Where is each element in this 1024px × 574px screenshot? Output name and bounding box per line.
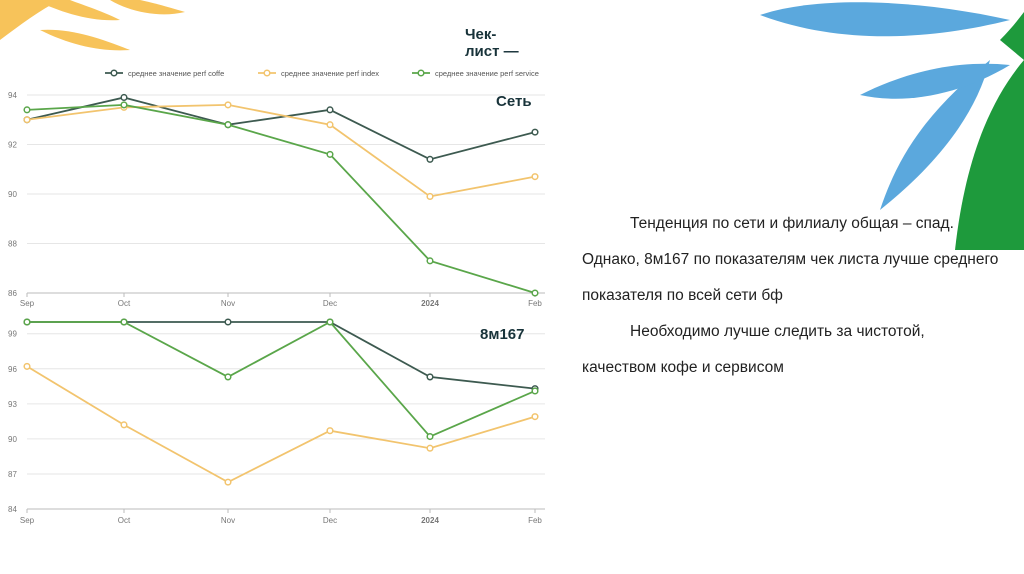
series-line-index xyxy=(26,365,536,484)
x-tick-label: Dec xyxy=(323,299,337,308)
x-tick-label: Oct xyxy=(118,299,131,308)
x-tick-label: Nov xyxy=(221,516,235,525)
legend-swatch-marker xyxy=(263,69,271,77)
data-point-service xyxy=(120,318,128,326)
x-tick-label: Dec xyxy=(323,516,337,525)
data-point-coffee xyxy=(326,106,334,114)
y-tick-label: 88 xyxy=(8,240,17,249)
blue-leaf-decoration xyxy=(760,2,1010,210)
legend-entry: среднее значение perf service xyxy=(435,69,539,78)
x-tick-label: Nov xyxy=(221,299,235,308)
series-line-service xyxy=(26,103,536,294)
data-point-index xyxy=(531,173,539,181)
data-point-index xyxy=(224,478,232,486)
y-tick-label: 92 xyxy=(8,141,17,150)
y-tick-label: 93 xyxy=(8,400,17,409)
data-point-index xyxy=(531,413,539,421)
x-tick-label: Oct xyxy=(118,516,131,525)
data-point-service xyxy=(224,121,232,129)
series-line-coffee xyxy=(27,321,536,390)
y-tick-label: 96 xyxy=(8,365,17,374)
series-line-coffee xyxy=(26,96,536,161)
chart-network: 86 88 90 92 94 Sep Oct Nov Dec 2024 Feb xyxy=(8,91,545,308)
data-point-index xyxy=(326,427,334,435)
data-point-service xyxy=(326,150,334,158)
y-tick-label: 99 xyxy=(8,330,17,339)
data-point-coffee xyxy=(224,318,232,326)
legend-entry: среднее значение perf index xyxy=(281,69,379,78)
x-tick-label: Sep xyxy=(20,516,35,525)
slide-heading-line2: лист — xyxy=(465,43,519,60)
legend-swatch-marker xyxy=(110,69,118,77)
paragraph-trend: Тенденция по сети и филиалу общая – спад… xyxy=(582,215,999,304)
green-leaf-decoration xyxy=(955,12,1024,250)
x-tick-label: Feb xyxy=(528,516,542,525)
data-point-service xyxy=(531,289,539,297)
data-point-service xyxy=(531,387,539,395)
data-point-service xyxy=(224,373,232,381)
y-tick-label: 94 xyxy=(8,91,17,100)
data-point-service xyxy=(23,106,31,114)
x-tick-label: 2024 xyxy=(421,299,439,308)
network-label: Сеть xyxy=(496,93,532,110)
data-point-index xyxy=(23,362,31,370)
data-point-index xyxy=(23,116,31,124)
data-point-index xyxy=(224,101,232,109)
data-point-service xyxy=(120,101,128,109)
series-line-service xyxy=(27,320,536,438)
data-point-service xyxy=(426,432,434,441)
data-point-coffee xyxy=(120,93,128,102)
legend-entry: среднее значение perf coffe xyxy=(128,69,224,78)
data-point-index xyxy=(326,121,334,129)
x-tick-label: 2024 xyxy=(421,516,439,525)
data-point-coffee xyxy=(426,155,434,163)
data-point-coffee xyxy=(426,373,434,381)
y-tick-label: 87 xyxy=(8,470,17,479)
data-point-index xyxy=(426,444,434,452)
orange-leaf-decoration xyxy=(0,0,185,51)
series-line-index xyxy=(26,103,536,198)
charts-panel: среднее значение perf coffe среднее значе… xyxy=(8,69,545,525)
slide-text: Тенденция по сети и филиалу общая – спад… xyxy=(582,206,1002,386)
data-point-index xyxy=(426,192,434,201)
data-point-coffee xyxy=(531,128,539,136)
x-tick-label: Feb xyxy=(528,299,542,308)
legend-swatch-marker xyxy=(417,69,425,77)
x-tick-label: Sep xyxy=(20,299,35,308)
data-point-service xyxy=(326,318,334,326)
data-point-index xyxy=(120,421,128,429)
y-tick-label: 90 xyxy=(8,190,17,199)
y-tick-label: 86 xyxy=(8,289,17,298)
slide-heading: Чек- лист — xyxy=(465,26,535,60)
legend: среднее значение perf coffe среднее значе… xyxy=(105,69,539,78)
slide-heading-line1: Чек- xyxy=(465,26,497,43)
y-tick-label: 84 xyxy=(8,505,17,514)
y-tick-label: 90 xyxy=(8,435,17,444)
data-point-service xyxy=(23,318,31,326)
data-point-service xyxy=(426,257,434,265)
paragraph-recommendation: Необходимо лучше следить за чистотой, ка… xyxy=(582,323,925,376)
branch-label: 8м167 xyxy=(480,326,525,343)
chart-branch: 84 87 90 93 96 99 Sep Oct Nov Dec 2024 Feb xyxy=(8,318,545,525)
